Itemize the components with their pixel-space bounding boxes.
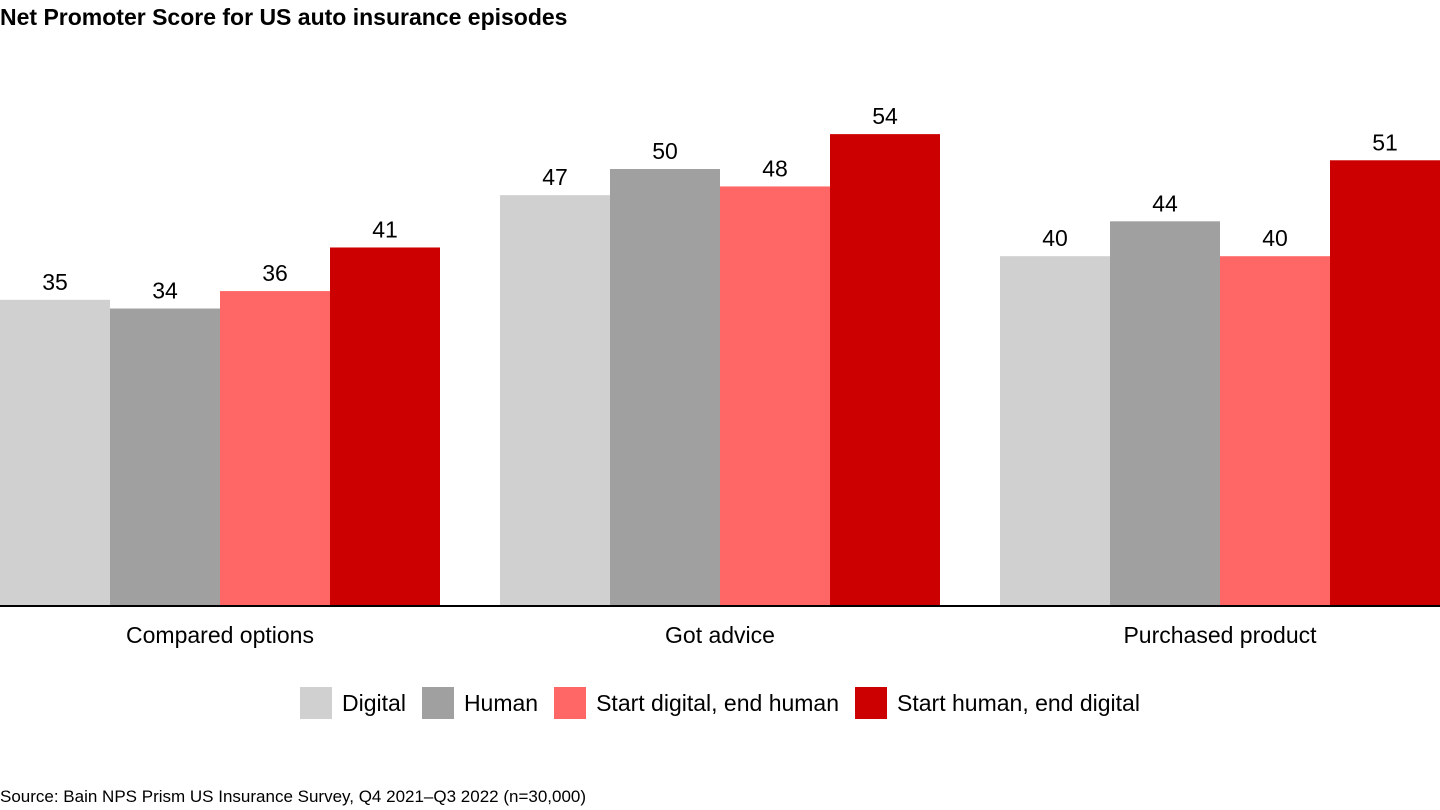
- data-label: 40: [1042, 225, 1068, 251]
- bar-compared-options-human: [110, 308, 220, 605]
- bar-compared-options-digital: [0, 299, 110, 605]
- source-note: Source: Bain NPS Prism US Insurance Surv…: [0, 787, 587, 806]
- legend-swatch: [300, 687, 333, 719]
- bar-got-advice-start-digital-end-human: [720, 186, 830, 605]
- legend-item: Digital: [300, 687, 406, 719]
- category-label: Purchased product: [1123, 622, 1317, 648]
- data-label: 44: [1152, 190, 1178, 216]
- data-label: 34: [152, 278, 178, 304]
- legend-label: Human: [463, 689, 539, 716]
- bar-purchased-product-digital: [1000, 256, 1110, 605]
- bar-compared-options-start-human-end-digital: [330, 247, 440, 606]
- legend-swatch: [421, 687, 454, 719]
- data-label: 47: [542, 164, 568, 190]
- category-label: Compared options: [126, 622, 314, 648]
- category-label: Got advice: [665, 622, 775, 648]
- legend-swatch: [855, 687, 888, 719]
- chart-title: Net Promoter Score for US auto insurance…: [0, 4, 568, 30]
- bar-purchased-product-human: [1110, 221, 1220, 605]
- data-label: 51: [1372, 129, 1398, 155]
- bar-got-advice-start-human-end-digital: [830, 134, 940, 605]
- legend-swatch: [554, 687, 587, 719]
- bar-purchased-product-start-digital-end-human: [1220, 256, 1330, 605]
- legend-item: Human: [421, 687, 539, 719]
- legend-label: Start human, end digital: [897, 689, 1140, 716]
- data-label: 41: [372, 216, 398, 242]
- bar-got-advice-human: [610, 169, 720, 605]
- chart-legend: Digital Human Start digital, end human Star…: [0, 684, 1440, 722]
- bar-got-advice-digital: [500, 195, 610, 605]
- legend-item: Start digital, end human: [554, 687, 839, 719]
- data-label: 54: [872, 103, 898, 129]
- data-label: 50: [652, 138, 678, 164]
- data-label: 40: [1262, 225, 1288, 251]
- data-label: 35: [42, 269, 68, 295]
- legend-label: Start digital, end human: [596, 689, 840, 716]
- legend-item: Start human, end digital: [855, 687, 1140, 719]
- bar-compared-options-start-digital-end-human: [220, 291, 330, 605]
- data-label: 48: [762, 155, 788, 181]
- bar-purchased-product-start-human-end-digital: [1330, 160, 1440, 605]
- data-label: 36: [262, 260, 288, 286]
- bar-chart: 35 34 36 41 Compared options 47 50 48 54 Got advi…: [0, 103, 1440, 648]
- legend-label: Digital: [342, 689, 406, 716]
